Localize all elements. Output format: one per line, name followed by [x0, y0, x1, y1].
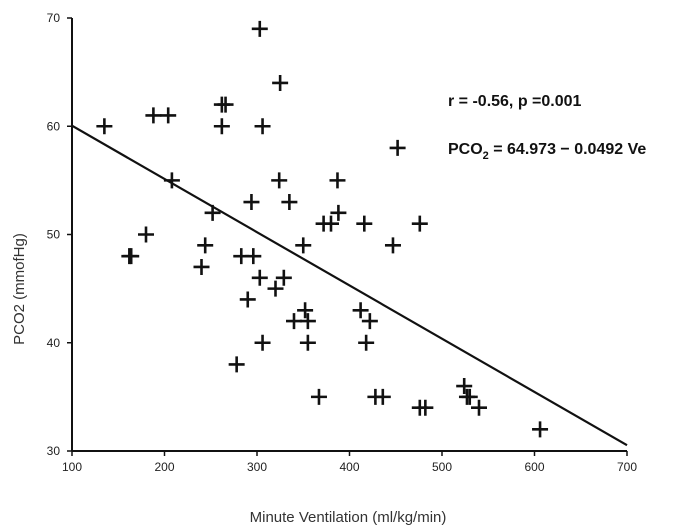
- data-point: [217, 96, 234, 113]
- data-point: [310, 388, 327, 405]
- data-point: [330, 204, 347, 221]
- data-point: [456, 378, 473, 395]
- data-point: [254, 334, 271, 351]
- data-point: [245, 248, 262, 265]
- data-point: [286, 313, 302, 330]
- data-point: [213, 118, 230, 135]
- data-point: [145, 107, 162, 124]
- data-point: [243, 194, 260, 211]
- data-point: [389, 139, 406, 156]
- equation-subscript: 2: [483, 150, 489, 162]
- y-axis-label: PCO2 (mmofHg): [11, 233, 28, 345]
- data-point: [251, 20, 268, 37]
- x-tick-label: 500: [432, 460, 452, 474]
- data-point: [275, 269, 292, 286]
- data-point: [299, 313, 316, 330]
- data-point: [352, 302, 369, 319]
- data-point: [532, 421, 549, 438]
- y-tick-label: 50: [47, 228, 61, 242]
- data-point: [267, 280, 284, 297]
- data-point: [374, 388, 391, 405]
- x-tick-label: 200: [154, 460, 174, 474]
- data-point: [361, 313, 378, 330]
- data-point: [271, 172, 288, 189]
- x-tick-label: 400: [339, 460, 359, 474]
- tick-labels: 100 200 300 400 500 600 700 30 40 50 60 70: [47, 11, 638, 474]
- data-point: [197, 237, 214, 254]
- data-point: [251, 269, 268, 286]
- equation-suffix: = 64.973 − 0.0492 Ve: [489, 141, 647, 158]
- data-point: [254, 118, 271, 135]
- data-point: [281, 194, 298, 211]
- data-point: [272, 74, 289, 91]
- data-point: [411, 215, 428, 232]
- data-points: [96, 20, 549, 438]
- x-tick-label: 700: [617, 460, 637, 474]
- data-point: [204, 204, 221, 221]
- equation-prefix: PCO: [448, 141, 483, 158]
- data-point: [384, 237, 401, 254]
- x-tick-label: 600: [524, 460, 544, 474]
- data-point: [228, 356, 245, 373]
- data-point: [356, 215, 373, 232]
- data-point: [193, 258, 210, 275]
- y-tick-label: 40: [47, 336, 61, 350]
- x-tick-label: 300: [247, 460, 267, 474]
- data-point: [297, 302, 314, 319]
- data-point: [323, 215, 339, 232]
- data-point: [461, 388, 478, 405]
- stats-annotation: r = -0.56, p =0.001: [448, 93, 582, 110]
- x-axis-label: Minute Ventilation (ml/kg/min): [250, 509, 447, 526]
- data-point: [358, 334, 375, 351]
- data-point: [239, 291, 256, 308]
- data-point: [417, 399, 434, 416]
- x-tick-label: 100: [62, 460, 82, 474]
- data-point: [295, 237, 312, 254]
- plot-area: [67, 17, 628, 456]
- data-point: [123, 248, 140, 265]
- data-point: [163, 172, 180, 189]
- regression-equation: PCO2 = 64.973 − 0.0492 Ve: [448, 141, 646, 162]
- data-point: [471, 399, 487, 416]
- data-point: [138, 226, 154, 243]
- y-tick-label: 30: [47, 444, 61, 458]
- data-point: [96, 118, 113, 135]
- data-point: [299, 334, 316, 351]
- data-point: [329, 172, 346, 189]
- y-tick-label: 60: [47, 119, 61, 133]
- regression-line: [71, 124, 628, 447]
- y-tick-label: 70: [47, 11, 61, 25]
- data-point: [160, 107, 177, 124]
